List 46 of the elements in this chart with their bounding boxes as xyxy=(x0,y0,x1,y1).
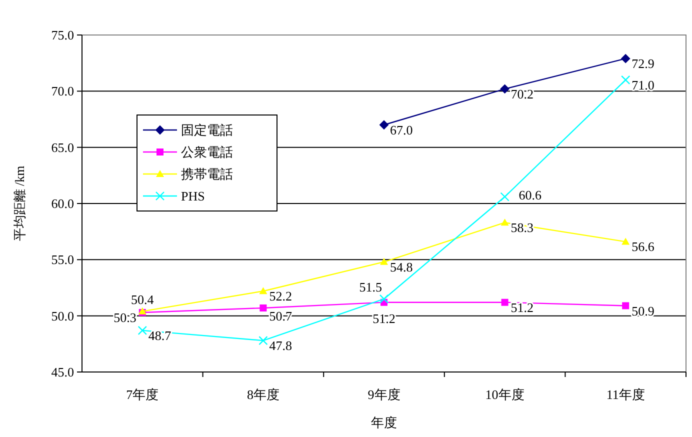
point xyxy=(260,304,267,312)
point xyxy=(621,75,630,85)
data-label: 67.0 xyxy=(390,122,413,138)
legend-label: PHS xyxy=(181,188,205,204)
point xyxy=(379,294,389,304)
point xyxy=(138,326,147,336)
data-label: 56.6 xyxy=(632,239,655,254)
legend-label: 固定電話 xyxy=(181,122,233,138)
x-tick-label: 9年度 xyxy=(368,387,400,402)
data-label: 50.9 xyxy=(632,303,654,318)
y-tick-label: 55.0 xyxy=(51,252,74,268)
data-label: 52.2 xyxy=(269,288,292,304)
data-label: 50.4 xyxy=(131,292,154,307)
x-tick-label: 11年度 xyxy=(606,387,645,402)
point xyxy=(380,258,388,265)
data-label: 71.0 xyxy=(632,77,654,92)
point xyxy=(622,302,630,310)
point xyxy=(258,336,268,346)
data-label: 72.9 xyxy=(632,56,654,72)
point xyxy=(622,238,630,245)
x-axis-title: 年度 xyxy=(371,415,397,430)
data-label: 47.8 xyxy=(269,338,292,354)
data-label: 51.2 xyxy=(510,300,534,315)
y-axis-title: 平均距離 /km xyxy=(12,166,27,242)
legend-label: 公衆電話 xyxy=(181,144,233,160)
point xyxy=(500,84,510,94)
y-tick-label: 65.0 xyxy=(51,140,74,155)
data-label: 54.8 xyxy=(390,259,413,274)
x-tick-label: 10年度 xyxy=(485,387,524,402)
point xyxy=(501,298,508,306)
y-tick-label: 60.0 xyxy=(51,196,74,212)
legend-label: 携帯電話 xyxy=(181,166,233,182)
y-tick-label: 70.0 xyxy=(51,84,74,99)
data-label: 60.6 xyxy=(518,187,542,202)
y-tick-label: 45.0 xyxy=(51,364,74,380)
point xyxy=(621,54,630,64)
y-tick-label: 50.0 xyxy=(51,308,74,324)
point xyxy=(259,287,268,294)
x-tick-label: 8年度 xyxy=(246,387,280,402)
x-tick-label: 7年度 xyxy=(126,387,159,402)
point xyxy=(500,192,510,202)
y-tick-label: 75.0 xyxy=(51,28,74,43)
data-label: 48.7 xyxy=(148,328,172,343)
point xyxy=(500,218,509,226)
point xyxy=(380,120,388,130)
data-label: 51.5 xyxy=(359,280,382,295)
